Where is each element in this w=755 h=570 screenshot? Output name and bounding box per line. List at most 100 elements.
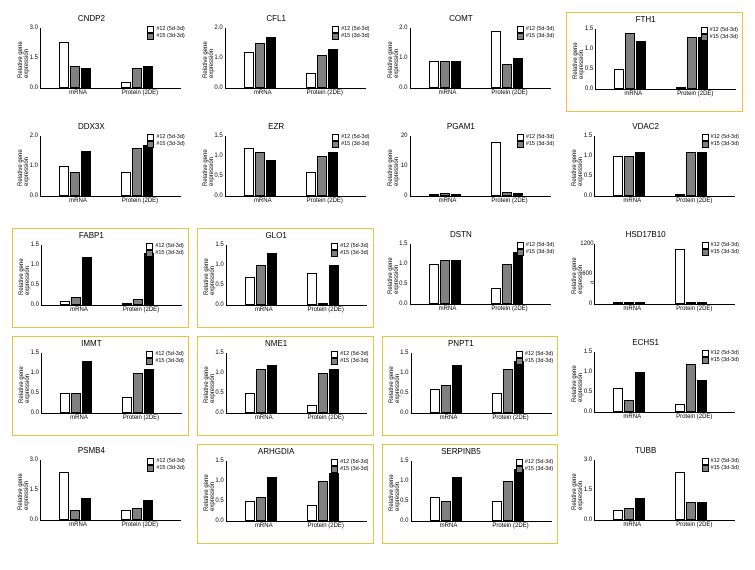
y-tick: 1.5 [27, 242, 39, 248]
bar [317, 156, 327, 196]
x-tick: Protein (2DE) [301, 415, 351, 421]
panel-title: PGAM1 [382, 122, 541, 131]
legend-label: #12 (5d-3d) [340, 459, 368, 466]
y-tick: 0.5 [211, 173, 223, 179]
bar [256, 265, 266, 305]
y-tick: 0 [580, 301, 592, 307]
x-tick: Protein (2DE) [115, 90, 165, 96]
bar-group [307, 369, 339, 413]
panel-title: GLO1 [198, 231, 355, 240]
y-tick: 1.5 [397, 458, 409, 464]
legend-swatch [332, 141, 339, 148]
bar [81, 498, 91, 520]
legend-label: #15 (3d-3d) [155, 358, 183, 365]
bar-group [59, 151, 91, 196]
bar-group [245, 365, 277, 413]
legend-label: #12 (5d-3d) [710, 27, 738, 34]
legend-item: #12 (5d-3d) [331, 351, 368, 358]
bar [513, 193, 523, 196]
bar [440, 260, 450, 304]
panel-serpinb5: SERPINB5Relative geneexpression0.00.51.0… [382, 444, 559, 544]
bar [430, 497, 440, 521]
bar [502, 64, 512, 88]
y-tick: 3.0 [580, 457, 592, 463]
bar-group [492, 361, 524, 413]
y-tick: 1.0 [396, 55, 408, 61]
legend-swatch [702, 242, 709, 249]
bar [451, 194, 461, 196]
panel-comt: COMTRelative geneexpression0.01.02.0mRNA… [382, 12, 559, 112]
legend-item: #12 (5d-3d) [701, 27, 738, 34]
bar [514, 469, 524, 521]
x-tick: mRNA [238, 198, 288, 204]
x-tick: mRNA [607, 306, 657, 312]
y-tick: 0.0 [211, 193, 223, 199]
panel-title: ECHS1 [566, 338, 725, 347]
panel-title: VDAC2 [566, 122, 725, 131]
bar [697, 152, 707, 196]
bar [492, 501, 502, 521]
bar-group [244, 37, 276, 88]
y-tick: 0.5 [580, 173, 592, 179]
x-tick: Protein (2DE) [116, 415, 166, 421]
panel-cndp2: CNDP2Relative geneexpression0.01.53.0mRN… [12, 12, 189, 112]
x-tick: mRNA [423, 198, 473, 204]
bar [121, 172, 131, 196]
legend-swatch [146, 250, 153, 257]
y-tick: 1.0 [211, 153, 223, 159]
bar [71, 297, 81, 305]
legend: #12 (5d-3d)#15 (3d-3d) [146, 243, 183, 257]
bar [81, 151, 91, 196]
legend: #12 (5d-3d)#15 (3d-3d) [146, 351, 183, 365]
legend-item: #12 (5d-3d) [332, 134, 369, 141]
x-tick: Protein (2DE) [485, 90, 535, 96]
legend-item: #12 (5d-3d) [331, 459, 368, 466]
bar-group [613, 372, 645, 412]
chart-grid: CNDP2Relative geneexpression0.01.53.0mRN… [12, 12, 743, 544]
bar [132, 68, 142, 88]
legend-label: #12 (5d-3d) [526, 134, 554, 141]
bar [144, 253, 154, 305]
bar [503, 481, 513, 521]
legend-item: #15 (3d-3d) [147, 33, 184, 40]
legend: #12 (5d-3d)#15 (3d-3d) [147, 134, 184, 148]
y-tick: 1.5 [212, 242, 224, 248]
panel-title: CFL1 [197, 14, 356, 23]
bar [266, 160, 276, 196]
bar [502, 264, 512, 304]
bar [143, 66, 153, 88]
legend-label: #15 (3d-3d) [711, 141, 739, 148]
bar [624, 156, 634, 196]
bar [624, 302, 634, 304]
bar [245, 393, 255, 413]
x-tick: Protein (2DE) [486, 523, 536, 529]
legend-item: #15 (3d-3d) [332, 33, 369, 40]
bar [452, 365, 462, 413]
legend-label: #12 (5d-3d) [340, 243, 368, 250]
bar [430, 389, 440, 413]
y-tick: 0.0 [396, 301, 408, 307]
legend-swatch [331, 250, 338, 257]
legend-label: #15 (3d-3d) [155, 250, 183, 257]
y-tick: 1.5 [396, 241, 408, 247]
legend-label: #12 (5d-3d) [711, 134, 739, 141]
legend-item: #15 (3d-3d) [516, 466, 553, 473]
bar [513, 58, 523, 88]
legend-swatch [517, 242, 524, 249]
bar [697, 380, 707, 412]
legend-label: #15 (3d-3d) [526, 33, 554, 40]
bar-group [121, 66, 153, 88]
x-tick: Protein (2DE) [669, 414, 719, 420]
panel-vdac2: VDAC2Relative geneexpression0.00.51.01.5… [566, 120, 743, 220]
legend-item: #15 (3d-3d) [331, 358, 368, 365]
bar [306, 172, 316, 196]
y-tick: 1.0 [580, 369, 592, 375]
x-tick: Protein (2DE) [486, 415, 536, 421]
legend: #12 (5d-3d)#15 (3d-3d) [702, 458, 739, 472]
legend-item: #12 (5d-3d) [146, 351, 183, 358]
legend-label: #12 (5d-3d) [711, 242, 739, 249]
legend: #12 (5d-3d)#15 (3d-3d) [332, 26, 369, 40]
y-tick: 0.5 [212, 390, 224, 396]
legend-item: #15 (3d-3d) [332, 141, 369, 148]
panel-immt: IMMTRelative geneexpression0.00.51.01.5m… [12, 336, 189, 436]
